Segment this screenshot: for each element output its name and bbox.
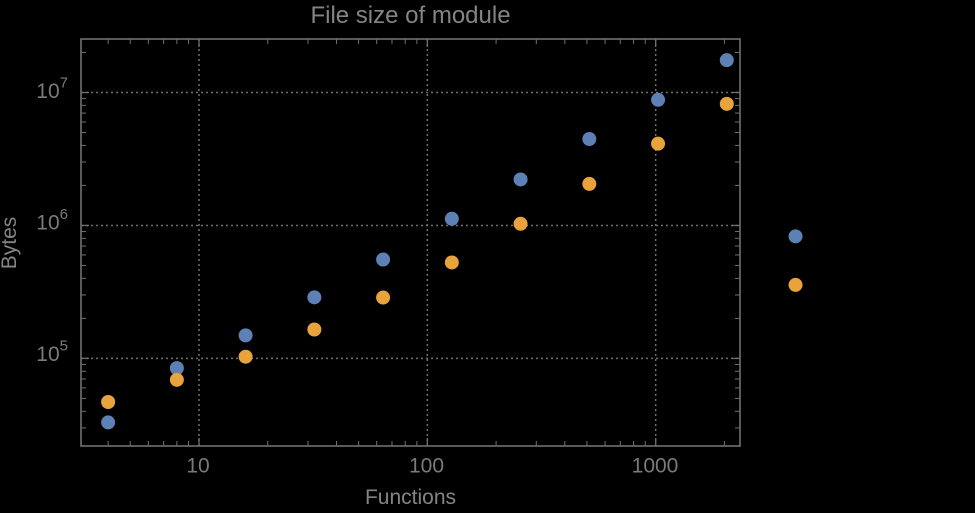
svg-text:107: 107 — [36, 75, 68, 104]
svg-text:1000: 1000 — [632, 455, 679, 478]
svg-text:105: 105 — [36, 338, 68, 367]
svg-text:100: 100 — [409, 455, 444, 478]
svg-text:106: 106 — [36, 206, 68, 235]
svg-text:10: 10 — [186, 455, 209, 478]
